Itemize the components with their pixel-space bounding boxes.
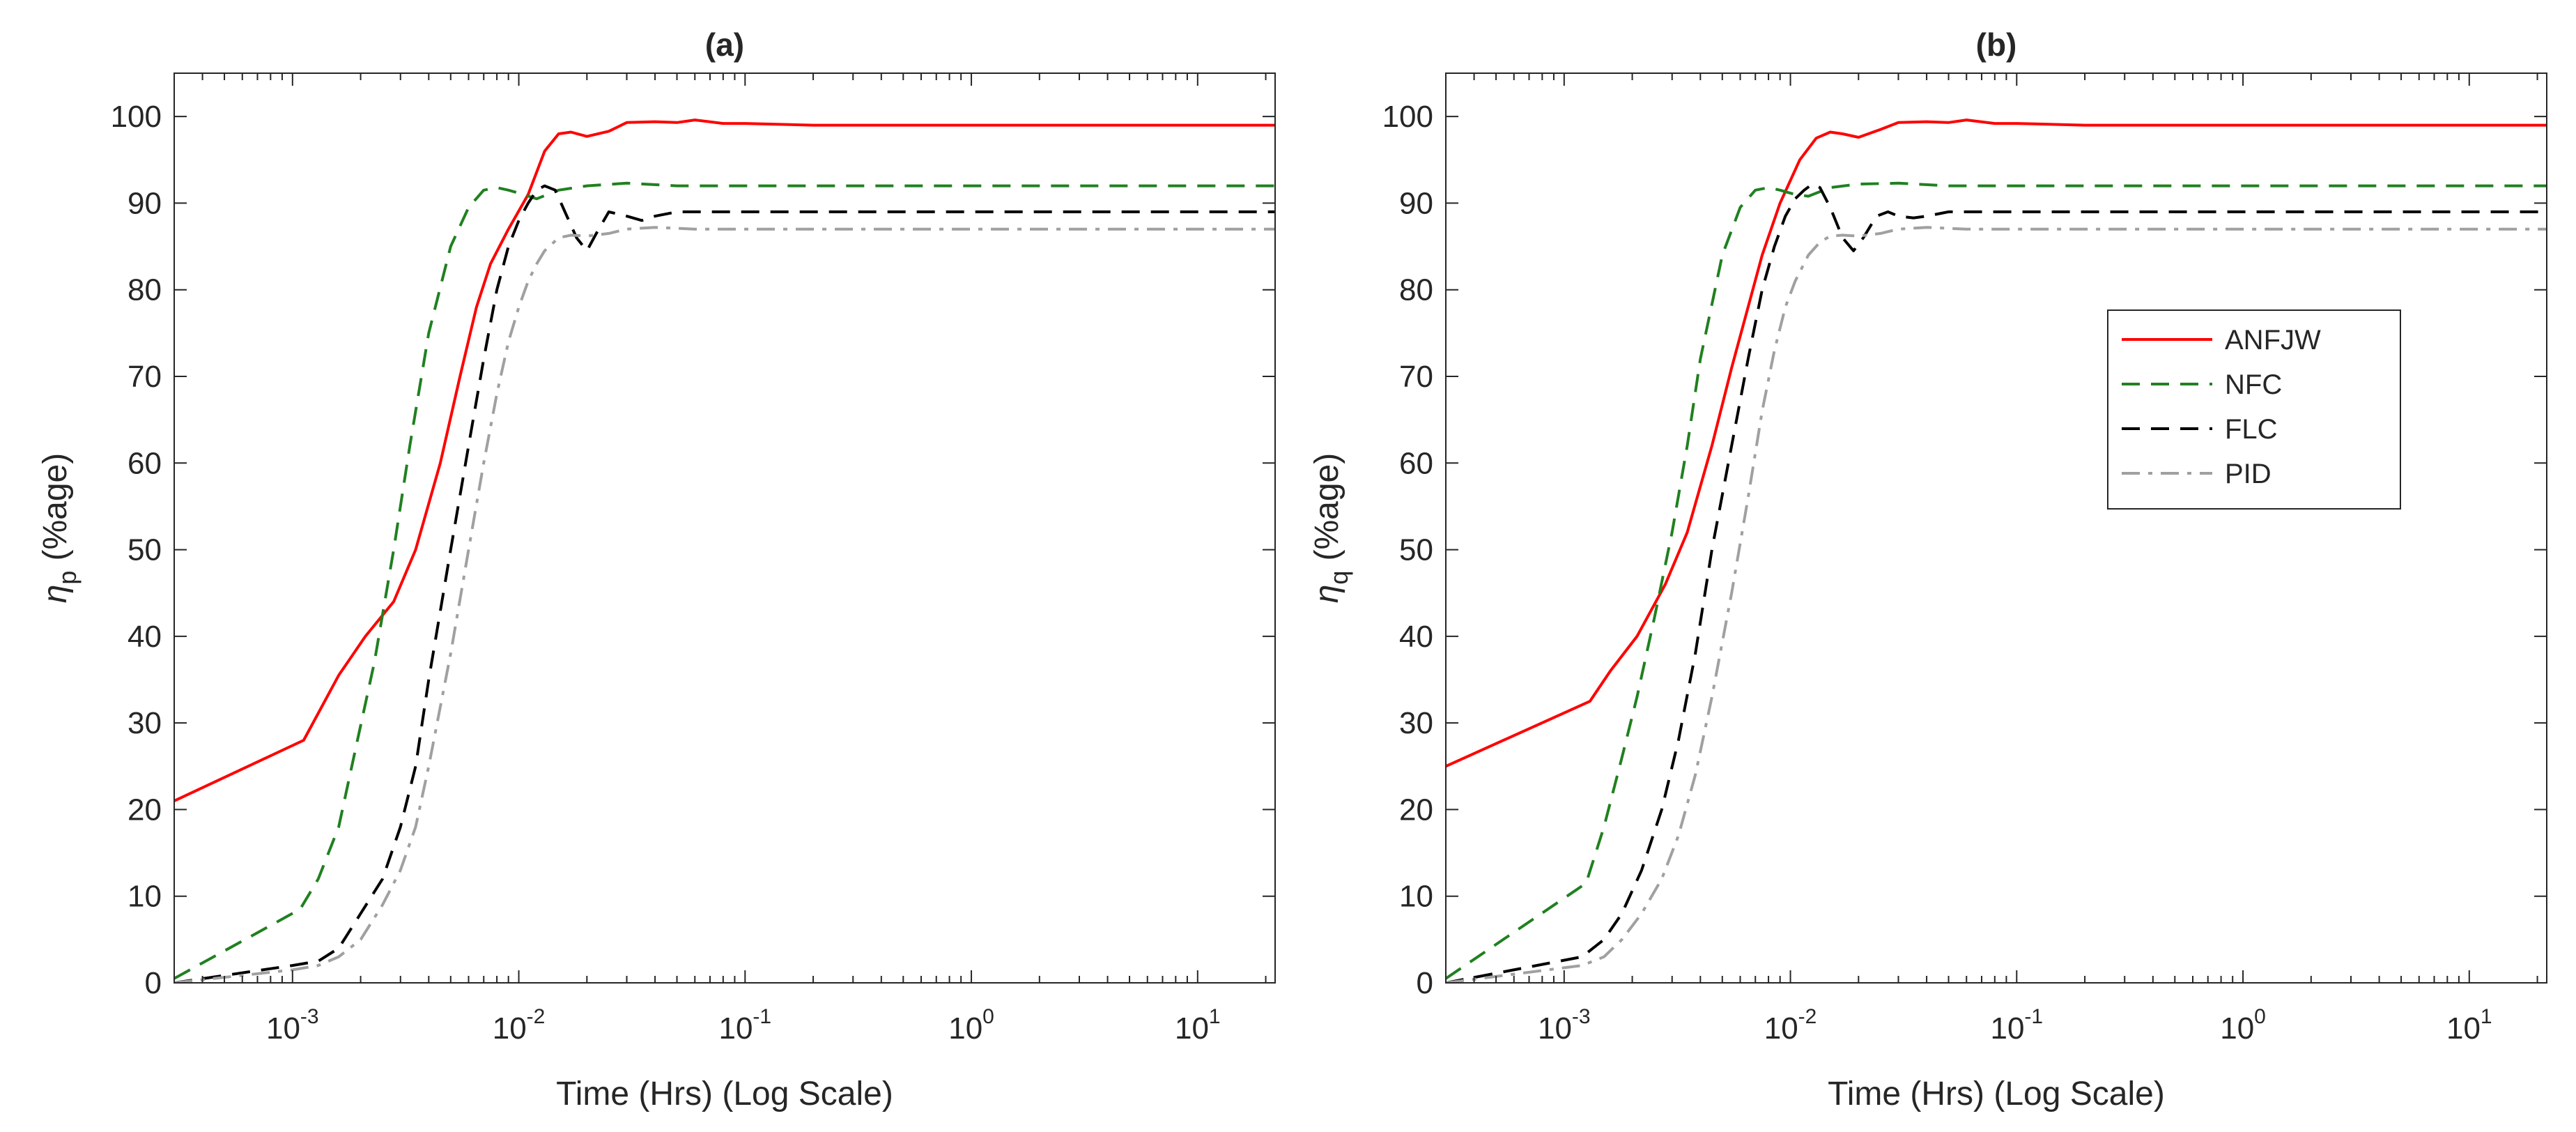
y-tick-label: 80 (1399, 273, 1433, 307)
x-tick-exponent: 0 (2254, 1005, 2266, 1028)
x-tick-base: 10 (1175, 1011, 1209, 1046)
x-tick-label: 101 (2446, 1005, 2492, 1046)
series-line-nfc (174, 181, 1275, 980)
y-label-unit: (%age) (1309, 453, 1345, 561)
x-tick-label: 10-3 (1538, 1005, 1591, 1046)
x-tick-base: 10 (493, 1011, 527, 1046)
x-tick-exponent: -2 (527, 1005, 546, 1028)
y-tick-label: 50 (128, 533, 162, 567)
series-line-pid (174, 226, 1275, 983)
legend-label-pid: PID (2225, 459, 2272, 489)
x-axis-label: Time (Hrs) (Log Scale) (1828, 1076, 2165, 1112)
y-tick-label: 100 (111, 100, 162, 134)
series-line-nfc (1446, 181, 2547, 980)
x-tick-label: 10-3 (266, 1005, 319, 1046)
x-tick-label: 100 (948, 1005, 994, 1046)
x-tick-base: 10 (2446, 1011, 2481, 1046)
x-tick-base: 10 (1990, 1011, 2024, 1046)
y-tick-label: 60 (128, 446, 162, 480)
series-line-anfjw (1446, 118, 2547, 768)
axes-box (173, 72, 1276, 984)
x-tick-label: 101 (1175, 1005, 1221, 1046)
y-tick-label: 100 (1382, 100, 1433, 134)
x-tick-base: 10 (1764, 1011, 1798, 1046)
y-tick-label: 30 (128, 706, 162, 740)
y-tick-label: 80 (128, 273, 162, 307)
y-tick-label: 30 (1399, 706, 1433, 740)
y-tick-label: 10 (128, 880, 162, 914)
series-line-flc (174, 184, 1275, 983)
x-tick-exponent: 1 (1209, 1005, 1221, 1028)
y-label-unit: (%age) (37, 453, 74, 561)
x-tick-exponent: -3 (300, 1005, 319, 1028)
x-tick-label: 10-1 (1990, 1005, 2043, 1046)
series-line-pid (1446, 226, 2547, 983)
x-tick-base: 10 (948, 1011, 982, 1046)
y-label-symbol: η (1309, 585, 1345, 604)
series-line-anfjw (174, 118, 1275, 802)
legend-label-nfc: NFC (2225, 369, 2282, 400)
y-tick-label: 40 (128, 620, 162, 654)
y-tick-label: 0 (145, 966, 162, 1000)
y-tick-label: 90 (128, 186, 162, 220)
series-group (1446, 118, 2547, 983)
y-label-subscript: q (1325, 571, 1353, 585)
x-axis-label: Time (Hrs) (Log Scale) (556, 1076, 893, 1112)
y-tick-label: 0 (1417, 966, 1433, 1000)
legend-label-anfjw: ANFJW (2225, 325, 2321, 355)
series-line-flc (1446, 183, 2547, 983)
legend-label-flc: FLC (2225, 414, 2278, 445)
plot-area (1446, 73, 2547, 983)
x-tick-exponent: -1 (2024, 1005, 2043, 1028)
x-tick-base: 10 (266, 1011, 300, 1046)
x-tick-exponent: 1 (2481, 1005, 2492, 1028)
y-axis-label: ηp (%age) (37, 453, 82, 603)
legend: ANFJW NFC FLC PID (2107, 309, 2401, 510)
legend-box (2107, 309, 2401, 510)
chart-title: (b) (1976, 26, 2017, 63)
axes-box (1445, 72, 2547, 984)
x-tick-exponent: -2 (1798, 1005, 1817, 1028)
y-axis-label: ηq (%age) (1309, 453, 1353, 603)
y-tick-label: 60 (1399, 446, 1433, 480)
y-label-subscript: p (53, 571, 82, 585)
x-tick-label: 10-2 (1764, 1005, 1817, 1046)
series-group (174, 118, 1275, 983)
y-tick-label: 20 (128, 793, 162, 827)
y-tick-label: 70 (128, 360, 162, 394)
x-tick-label: 10-1 (718, 1005, 771, 1046)
x-tick-base: 10 (1538, 1011, 1572, 1046)
y-tick-label: 50 (1399, 533, 1433, 567)
x-tick-exponent: -1 (753, 1005, 771, 1028)
x-tick-exponent: 0 (982, 1005, 994, 1028)
x-tick-base: 10 (718, 1011, 753, 1046)
x-tick-label: 100 (2220, 1005, 2266, 1046)
x-tick-label: 10-2 (493, 1005, 546, 1046)
y-label-symbol: η (37, 585, 74, 604)
x-tick-exponent: -3 (1572, 1005, 1591, 1028)
chart-title: (a) (705, 26, 744, 63)
y-tick-label: 90 (1399, 186, 1433, 220)
x-tick-base: 10 (2220, 1011, 2254, 1046)
y-tick-label: 70 (1399, 360, 1433, 394)
y-tick-label: 20 (1399, 793, 1433, 827)
y-tick-label: 10 (1399, 880, 1433, 914)
plot-area (174, 73, 1275, 983)
y-tick-label: 40 (1399, 620, 1433, 654)
